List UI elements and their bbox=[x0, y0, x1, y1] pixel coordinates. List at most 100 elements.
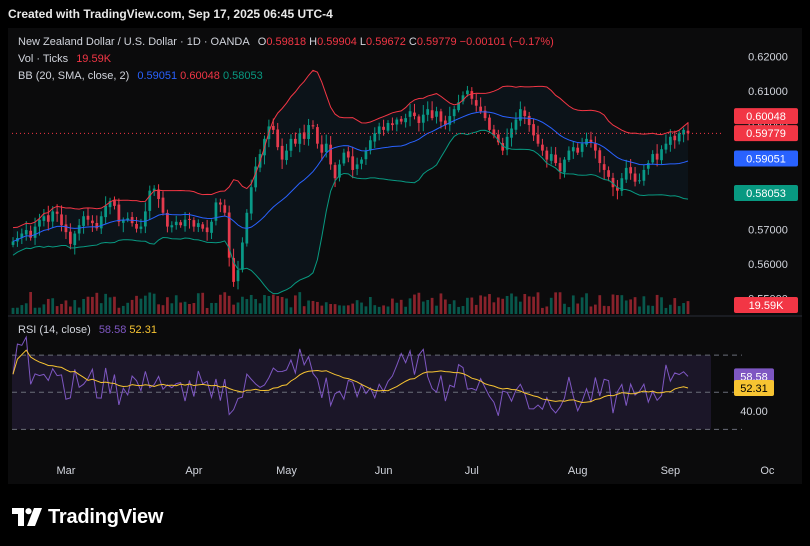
symbol-name[interactable]: New Zealand Dollar / U.S. Dollar · 1D · … bbox=[18, 36, 250, 48]
volume-bar bbox=[483, 296, 487, 314]
volume-bar bbox=[68, 306, 72, 314]
volume-bar bbox=[311, 300, 315, 314]
volume-bar bbox=[492, 302, 496, 314]
volume-bar bbox=[113, 296, 116, 314]
candle-body bbox=[139, 226, 143, 229]
candle-body bbox=[373, 133, 377, 142]
candle-body bbox=[523, 110, 527, 117]
candle-body bbox=[439, 111, 443, 122]
candle-body bbox=[514, 119, 518, 130]
candle-body bbox=[576, 147, 580, 153]
candle-body bbox=[192, 220, 196, 227]
y-tick-label: 0.56000 bbox=[748, 259, 788, 271]
volume-bar bbox=[585, 293, 588, 314]
volume-bar bbox=[633, 297, 637, 314]
candle-body bbox=[42, 216, 46, 221]
volume-bar bbox=[121, 305, 125, 314]
volume-bar bbox=[607, 306, 610, 314]
candle-body bbox=[280, 145, 284, 160]
volume-bar bbox=[289, 307, 293, 314]
candle-body bbox=[399, 118, 403, 122]
volume-bar bbox=[42, 304, 46, 314]
volume-bar bbox=[541, 307, 544, 314]
candle-body bbox=[51, 211, 55, 222]
volume-bar bbox=[188, 304, 191, 314]
candle-body bbox=[205, 227, 209, 233]
volume-bar bbox=[143, 295, 147, 314]
candle-body bbox=[638, 180, 641, 182]
candle-body bbox=[99, 216, 103, 229]
candle-body bbox=[29, 230, 33, 238]
candle-body bbox=[227, 212, 231, 258]
candle-body bbox=[642, 169, 646, 181]
volume-bar bbox=[527, 296, 531, 314]
volume-bar bbox=[443, 299, 447, 314]
bb-lower-badge bbox=[734, 184, 798, 201]
volume-bar bbox=[333, 304, 337, 314]
volume-bar bbox=[227, 295, 231, 314]
volume-bar bbox=[611, 294, 615, 314]
volume-bar bbox=[293, 295, 297, 314]
x-tick-label: Jun bbox=[375, 465, 393, 477]
volume-bar bbox=[11, 307, 15, 314]
volume-bar bbox=[258, 303, 262, 314]
caption-text: Created with TradingView.com, Sep 17, 20… bbox=[8, 7, 333, 21]
volume-bar bbox=[249, 294, 253, 314]
candle-body bbox=[536, 134, 540, 144]
candle-body bbox=[404, 118, 408, 123]
volume-bar bbox=[298, 292, 302, 314]
volume-bar bbox=[232, 304, 235, 314]
rsi-value: 58.58 bbox=[98, 324, 127, 336]
volume-bar bbox=[677, 306, 681, 314]
candle-body bbox=[677, 133, 681, 142]
candle-body bbox=[554, 154, 558, 164]
chart-canvas[interactable]: 0.620000.610000.600000.590000.580000.570… bbox=[8, 28, 802, 484]
candle-body bbox=[329, 144, 333, 165]
candle-body bbox=[311, 125, 315, 127]
volume-bar bbox=[589, 306, 593, 314]
candle-body bbox=[338, 164, 341, 178]
candle-body bbox=[126, 218, 130, 220]
candle-body bbox=[316, 127, 319, 144]
volume-bar bbox=[576, 303, 580, 314]
volume-bar bbox=[518, 301, 522, 314]
volume-bar bbox=[16, 307, 19, 314]
volume-bar bbox=[488, 294, 491, 314]
volume-label[interactable]: Vol · Ticks bbox=[18, 53, 69, 65]
volume-bar bbox=[139, 298, 143, 314]
candle-body bbox=[179, 222, 183, 226]
volume-bar bbox=[660, 297, 663, 314]
volume-bar bbox=[435, 305, 438, 314]
candle-body bbox=[271, 125, 275, 130]
candle-body bbox=[351, 156, 355, 170]
candle-body bbox=[166, 212, 169, 227]
volume-bar bbox=[466, 297, 469, 314]
bb-legend: BB (20, SMA, close, 2) 0.59051 0.60048 0… bbox=[18, 70, 263, 82]
candle-body bbox=[364, 150, 368, 160]
volume-bar bbox=[421, 301, 425, 314]
volume-bar bbox=[461, 306, 465, 314]
volume-bar bbox=[501, 298, 505, 314]
volume-bar bbox=[46, 298, 50, 314]
volume-bar bbox=[126, 302, 130, 314]
volume-bar bbox=[276, 296, 280, 314]
candle-body bbox=[320, 144, 324, 153]
candle-body bbox=[188, 218, 191, 220]
candle-body bbox=[68, 231, 72, 244]
candle-body bbox=[143, 211, 147, 227]
volume-bar bbox=[267, 295, 271, 314]
tradingview-branding: TradingView bbox=[12, 504, 163, 530]
candle-body bbox=[598, 150, 602, 164]
volume-bar bbox=[130, 299, 134, 314]
bb-label[interactable]: BB (20, SMA, close, 2) bbox=[18, 70, 130, 82]
rsi-label[interactable]: RSI (14, close) bbox=[18, 324, 91, 336]
volume-bar bbox=[408, 298, 412, 314]
low-label: L bbox=[359, 36, 367, 48]
volume-bar bbox=[302, 306, 306, 314]
volume-bar bbox=[629, 299, 633, 314]
volume-bar bbox=[545, 306, 549, 314]
candle-body bbox=[492, 129, 496, 136]
chart-panel[interactable]: 0.620000.610000.600000.590000.580000.570… bbox=[8, 28, 802, 484]
volume-bar bbox=[377, 306, 381, 314]
volume-legend: Vol · Ticks 19.59K bbox=[18, 53, 111, 65]
